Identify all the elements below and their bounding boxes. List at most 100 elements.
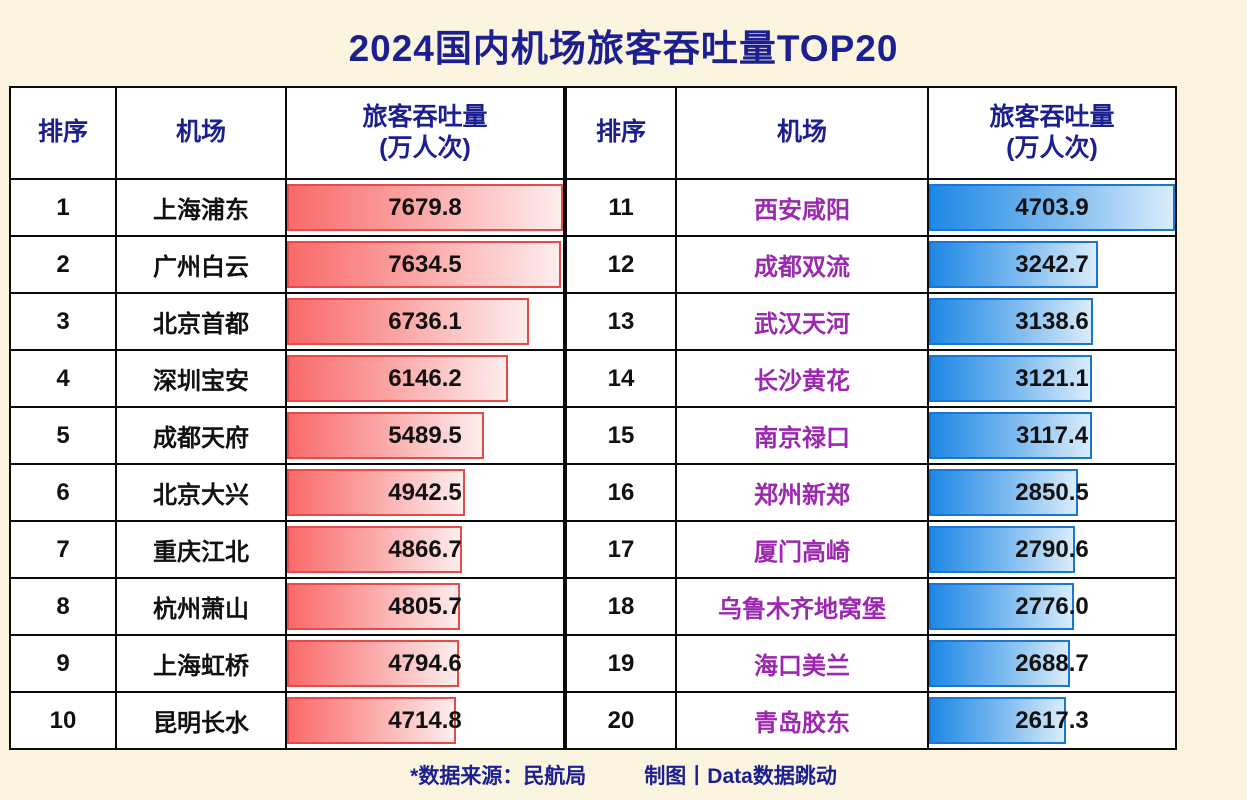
airport-cell: 北京首都 xyxy=(117,294,285,349)
airport-cell: 南京禄口 xyxy=(677,408,927,463)
airport-cell: 武汉天河 xyxy=(677,294,927,349)
value-header-line1: 旅客吞吐量 xyxy=(362,102,488,131)
value-label: 4866.7 xyxy=(388,535,462,563)
value-bar xyxy=(287,469,465,516)
value-bar xyxy=(287,241,562,288)
airport-header-label: 机场 xyxy=(776,118,827,147)
airport-cell: 郑州新郑 xyxy=(677,465,927,520)
rank-cell: 17 xyxy=(567,522,675,577)
airport-cell: 海口美兰 xyxy=(677,636,927,691)
rank-cell: 7 xyxy=(11,522,115,577)
value-cell: 7679.8 xyxy=(287,180,563,235)
airport-cell: 上海虹桥 xyxy=(117,636,285,691)
value-label: 6146.2 xyxy=(388,364,462,392)
value-label: 5489.5 xyxy=(388,421,462,449)
airport-cell: 昆明长水 xyxy=(117,693,285,748)
value-bar xyxy=(287,640,460,687)
value-bar xyxy=(929,526,1075,573)
rank-cell: 15 xyxy=(567,408,675,463)
rank-column-header: 排序 xyxy=(11,88,115,178)
airport-cell: 广州白云 xyxy=(117,237,285,292)
credit-note: 制图丨Data数据跳动 xyxy=(644,765,837,788)
value-cell: 4714.8 xyxy=(287,693,563,748)
value-header-line2: (万人次) xyxy=(379,134,471,162)
value-label: 4942.5 xyxy=(388,478,462,506)
rank-header-label: 排序 xyxy=(595,118,646,147)
right-table: 排序 机场 旅客吞吐量 (万人次) 11 西安咸阳 4703.9 12 成都双流 3242… xyxy=(565,86,1177,750)
airport-column-header: 机场 xyxy=(677,88,927,178)
rank-column-header: 排序 xyxy=(567,88,675,178)
airport-cell: 深圳宝安 xyxy=(117,351,285,406)
value-label: 4703.9 xyxy=(1015,193,1089,221)
rank-cell: 16 xyxy=(567,465,675,520)
footer: *数据来源：民航局 制图丨Data数据跳动 xyxy=(9,750,1238,798)
airport-cell: 成都天府 xyxy=(117,408,285,463)
airport-column-header: 机场 xyxy=(117,88,285,178)
value-bar xyxy=(929,583,1075,630)
rank-cell: 20 xyxy=(567,693,675,748)
rank-cell: 3 xyxy=(11,294,115,349)
value-cell: 3242.7 xyxy=(929,237,1175,292)
airport-cell: 乌鲁木齐地窝堡 xyxy=(677,579,927,634)
rank-cell: 18 xyxy=(567,579,675,634)
value-bar xyxy=(929,298,1094,345)
airport-cell: 杭州萧山 xyxy=(117,579,285,634)
tables-container: 排序 机场 旅客吞吐量 (万人次) 1 上海浦东 7679.8 2 广州白云 7634.5… xyxy=(9,86,1238,750)
page-title: 2024国内机场旅客吞吐量TOP20 xyxy=(348,28,899,69)
value-column-header: 旅客吞吐量 (万人次) xyxy=(287,88,563,178)
rank-cell: 9 xyxy=(11,636,115,691)
value-bar xyxy=(287,184,563,231)
value-cell: 4942.5 xyxy=(287,465,563,520)
value-bar xyxy=(287,697,457,744)
airport-cell: 厦门高崎 xyxy=(677,522,927,577)
value-cell: 5489.5 xyxy=(287,408,563,463)
value-cell: 6736.1 xyxy=(287,294,563,349)
value-label: 3121.1 xyxy=(1015,364,1089,392)
rank-cell: 10 xyxy=(11,693,115,748)
rank-cell: 2 xyxy=(11,237,115,292)
airport-cell: 西安咸阳 xyxy=(677,180,927,235)
rank-cell: 19 xyxy=(567,636,675,691)
value-cell: 3121.1 xyxy=(929,351,1175,406)
value-cell: 6146.2 xyxy=(287,351,563,406)
value-cell: 4703.9 xyxy=(929,180,1175,235)
value-label: 2776.0 xyxy=(1015,592,1089,620)
rank-header-label: 排序 xyxy=(37,118,88,147)
value-label: 4805.7 xyxy=(388,592,462,620)
rank-cell: 12 xyxy=(567,237,675,292)
value-header-line1: 旅客吞吐量 xyxy=(989,102,1115,131)
value-label: 2688.7 xyxy=(1015,649,1089,677)
value-label: 3242.7 xyxy=(1015,250,1089,278)
value-label: 2850.5 xyxy=(1015,478,1089,506)
rank-cell: 13 xyxy=(567,294,675,349)
value-cell: 2850.5 xyxy=(929,465,1175,520)
value-bar xyxy=(287,526,462,573)
rank-cell: 8 xyxy=(11,579,115,634)
airport-cell: 上海浦东 xyxy=(117,180,285,235)
value-label: 3117.4 xyxy=(1015,421,1089,449)
value-cell: 3138.6 xyxy=(929,294,1175,349)
rank-cell: 11 xyxy=(567,180,675,235)
value-bar xyxy=(287,355,508,402)
left-table: 排序 机场 旅客吞吐量 (万人次) 1 上海浦东 7679.8 2 广州白云 7634.5… xyxy=(9,86,565,750)
airport-cell: 北京大兴 xyxy=(117,465,285,520)
value-label: 7679.8 xyxy=(388,193,462,221)
airport-cell: 重庆江北 xyxy=(117,522,285,577)
rank-cell: 6 xyxy=(11,465,115,520)
value-header-line2: (万人次) xyxy=(1006,134,1098,162)
value-bar xyxy=(287,298,530,345)
airport-header-label: 机场 xyxy=(175,118,226,147)
value-label: 7634.5 xyxy=(388,250,462,278)
value-bar xyxy=(929,469,1079,516)
value-cell: 4866.7 xyxy=(287,522,563,577)
value-bar xyxy=(929,412,1093,459)
value-label: 4794.6 xyxy=(388,649,462,677)
value-label: 4714.8 xyxy=(388,706,462,734)
value-bar xyxy=(929,697,1066,744)
value-column-header: 旅客吞吐量 (万人次) xyxy=(929,88,1175,178)
value-label: 2790.6 xyxy=(1015,535,1089,563)
value-bar xyxy=(287,412,485,459)
value-cell: 2617.3 xyxy=(929,693,1175,748)
value-label: 2617.3 xyxy=(1015,706,1089,734)
value-bar xyxy=(929,184,1175,231)
